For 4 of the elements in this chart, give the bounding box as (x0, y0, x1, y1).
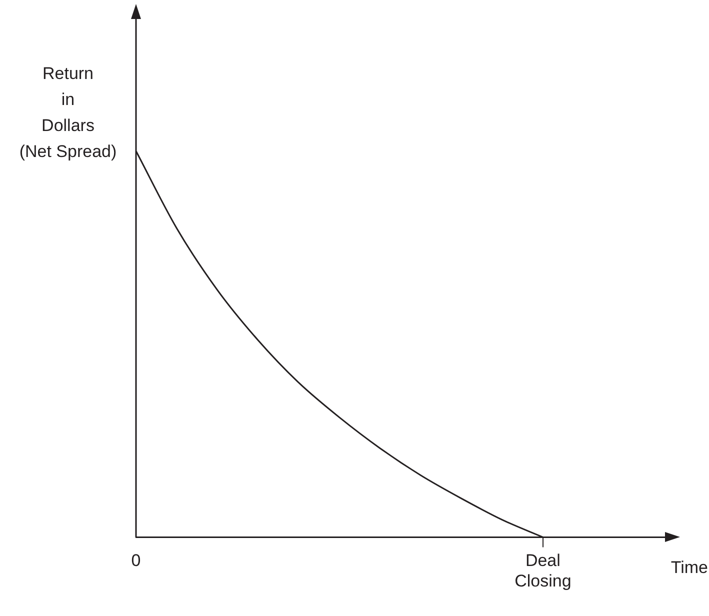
y-axis-title: Return in Dollars (Net Spread) (19, 64, 117, 161)
x-tick-label: 0 (131, 551, 141, 570)
x-axis-title: Time (670, 558, 708, 578)
x-tick-label: Deal Closing (514, 551, 572, 590)
